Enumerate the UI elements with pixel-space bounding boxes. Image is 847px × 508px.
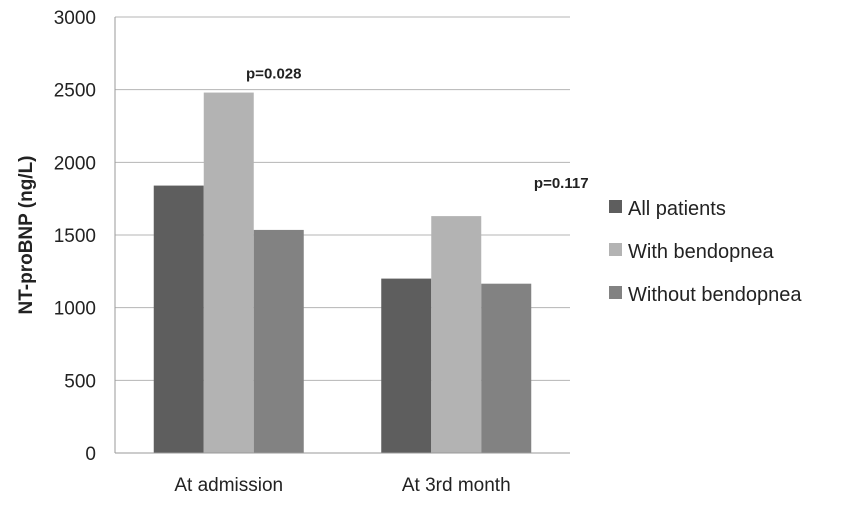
legend-swatch <box>609 200 622 213</box>
bar <box>431 216 482 453</box>
bar <box>381 278 432 453</box>
y-tick-label: 1000 <box>54 299 96 320</box>
bar <box>203 92 254 453</box>
y-axis-ticks: 0 500 1000 1500 2000 2500 3000 <box>54 8 96 465</box>
bar <box>253 229 304 453</box>
axes <box>114 17 570 454</box>
bar <box>153 185 204 453</box>
y-tick-label: 2500 <box>54 81 96 102</box>
y-tick-label: 3000 <box>54 8 96 29</box>
legend-swatch <box>609 243 622 256</box>
x-category-label: At admission <box>174 475 283 496</box>
y-tick-label: 0 <box>85 444 96 465</box>
p-value-annotation: p=0.028 <box>246 66 301 83</box>
y-axis-title: NT-proBNP (ng/L) <box>16 155 37 314</box>
y-tick-label: 500 <box>64 371 96 392</box>
y-tick-label: 2000 <box>54 153 96 174</box>
x-axis-categories: At admission At 3rd month <box>174 475 510 496</box>
legend: All patients With bendopnea Without bendop… <box>609 198 802 306</box>
x-category-label: At 3rd month <box>402 475 511 496</box>
legend-swatch <box>609 286 622 299</box>
p-value-annotation: p=0.117 <box>534 175 589 192</box>
annotations: p=0.028 p=0.117 <box>246 66 589 193</box>
legend-label: All patients <box>628 198 726 220</box>
bar <box>481 283 532 453</box>
legend-label: Without bendopnea <box>628 284 802 306</box>
bars <box>153 92 532 453</box>
y-tick-label: 1500 <box>54 226 96 247</box>
legend-label: With bendopnea <box>628 241 775 263</box>
